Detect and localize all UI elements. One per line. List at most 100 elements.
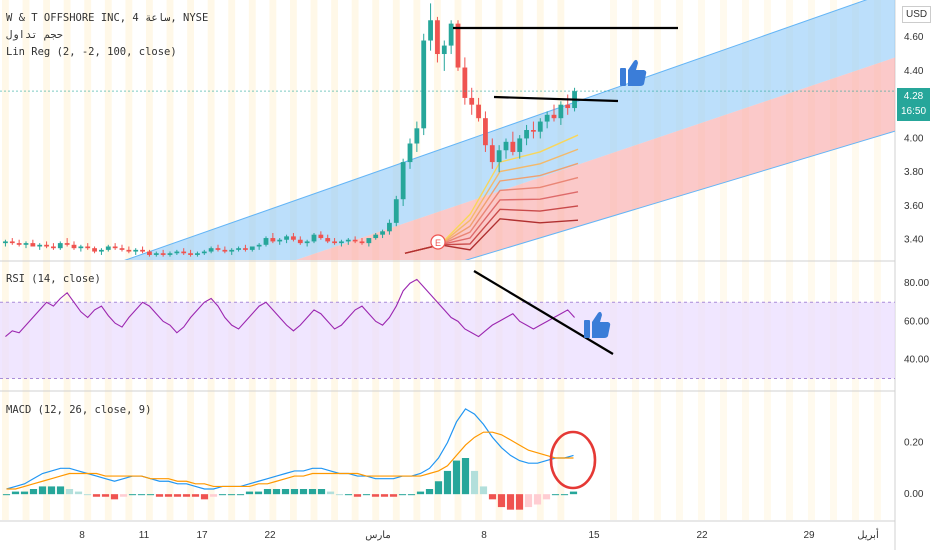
candle <box>78 246 84 249</box>
rsi-trendline <box>473 270 614 355</box>
session-stripe <box>475 0 482 520</box>
session-stripe <box>84 0 92 520</box>
candle <box>160 253 166 255</box>
macd-histogram-bar <box>326 491 335 495</box>
candle <box>263 238 269 245</box>
macd-histogram-bar <box>128 494 137 496</box>
candle <box>524 130 529 139</box>
macd-histogram-bar <box>524 494 533 508</box>
candle <box>215 248 221 250</box>
candle <box>167 253 173 255</box>
thumbs-up-icon <box>620 59 647 86</box>
last-price-badge: 4.28 16:50 <box>897 88 930 121</box>
macd-histogram-bar <box>83 494 92 496</box>
candle <box>236 248 241 250</box>
candle <box>503 141 509 151</box>
candle <box>469 97 475 105</box>
candle <box>441 45 447 55</box>
time-tick-label: 15 <box>588 530 600 541</box>
candle <box>201 251 207 254</box>
macd-histogram-bar <box>497 494 506 508</box>
candle <box>366 238 372 244</box>
candle <box>414 128 420 144</box>
candle <box>229 249 235 252</box>
candle <box>99 249 104 252</box>
time-tick-label: 22 <box>696 530 708 541</box>
time-tick-label: مارس <box>365 530 390 541</box>
candle <box>112 246 118 249</box>
rsi-label: RSI (14, close) <box>6 273 101 285</box>
macd-histogram-bar <box>155 494 164 497</box>
candle <box>489 145 495 163</box>
session-stripe <box>808 0 815 520</box>
candle <box>421 40 427 129</box>
macd-histogram-bar <box>542 494 551 500</box>
macd-histogram-bar <box>2 494 11 496</box>
time-tick-label: 8 <box>79 530 85 541</box>
macd-histogram-bar <box>560 494 569 496</box>
candle <box>140 249 145 252</box>
candle <box>304 241 310 244</box>
candle <box>119 248 125 250</box>
session-stripe <box>632 0 639 520</box>
candle <box>428 20 433 41</box>
macd-histogram-bar <box>191 494 200 497</box>
candle <box>23 243 29 245</box>
macd-histogram-bar <box>47 486 56 495</box>
macd-histogram-bar <box>11 491 20 495</box>
session-stripe <box>536 0 544 520</box>
currency-badge[interactable]: USD <box>902 6 932 23</box>
time-tick-label: 11 <box>139 530 150 541</box>
price-tick-label: 3.80 <box>904 167 924 178</box>
macd-cross-circle <box>549 430 597 490</box>
regression-channel <box>124 0 895 260</box>
macd-histogram-bar <box>29 489 38 495</box>
price-tick-label: 3.60 <box>904 201 924 212</box>
rsi-pane <box>0 278 895 379</box>
thumbs-up-icon <box>584 311 611 338</box>
macd-histogram-bar <box>371 494 380 497</box>
candle <box>208 248 214 252</box>
candle <box>270 238 276 242</box>
macd-histogram-bar <box>551 494 560 496</box>
macd-histogram-bar <box>470 470 479 495</box>
candle <box>3 241 8 244</box>
macd-histogram-bar <box>272 489 281 495</box>
rsi-band <box>0 302 895 379</box>
session-stripe <box>557 0 565 520</box>
time-tick-label: أبريل <box>857 528 879 541</box>
rsi-tick-label: 60.00 <box>904 316 929 327</box>
earnings-e-icon: E <box>430 234 446 250</box>
session-stripe <box>2 0 9 520</box>
candle <box>531 130 536 132</box>
session-stripe <box>786 0 793 520</box>
candle <box>105 246 111 250</box>
candle <box>85 246 91 249</box>
candle <box>359 241 365 244</box>
macd-histogram-bar <box>119 494 128 497</box>
macd-histogram-bar <box>434 481 443 495</box>
macd-histogram-bar <box>308 489 317 495</box>
macd-histogram-bar <box>182 494 191 497</box>
candle <box>380 231 385 235</box>
macd-histogram-bar <box>92 494 101 497</box>
candle <box>544 114 550 122</box>
macd-histogram-bar <box>380 494 389 497</box>
macd-histogram-bar <box>218 494 227 496</box>
candle <box>92 248 97 252</box>
candle <box>462 67 468 98</box>
candle <box>64 243 70 245</box>
macd-histogram-bar <box>20 491 29 495</box>
macd-histogram-bar <box>173 494 182 497</box>
macd-histogram-bar <box>425 489 434 495</box>
candle <box>284 236 289 240</box>
macd-histogram-bar <box>317 489 326 495</box>
price-tick-label: 4.40 <box>904 66 924 77</box>
macd-histogram-bar <box>443 470 452 495</box>
svg-text:E: E <box>435 238 441 248</box>
session-stripe <box>63 0 71 520</box>
price-tick-label: 3.40 <box>904 235 924 246</box>
candle <box>373 234 379 239</box>
price-pane: E <box>0 3 895 257</box>
